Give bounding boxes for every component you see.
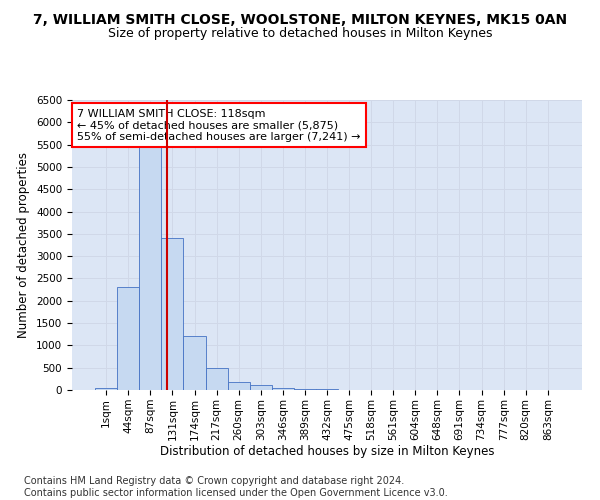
Text: 7, WILLIAM SMITH CLOSE, WOOLSTONE, MILTON KEYNES, MK15 0AN: 7, WILLIAM SMITH CLOSE, WOOLSTONE, MILTO… — [33, 12, 567, 26]
Text: 7 WILLIAM SMITH CLOSE: 118sqm
← 45% of detached houses are smaller (5,875)
55% o: 7 WILLIAM SMITH CLOSE: 118sqm ← 45% of d… — [77, 108, 361, 142]
Y-axis label: Number of detached properties: Number of detached properties — [17, 152, 31, 338]
Bar — [95, 388, 117, 390]
Bar — [316, 389, 338, 390]
Bar — [161, 238, 184, 390]
Bar — [206, 368, 227, 390]
Text: Contains HM Land Registry data © Crown copyright and database right 2024.
Contai: Contains HM Land Registry data © Crown c… — [24, 476, 448, 498]
Bar — [117, 288, 139, 390]
Bar — [139, 122, 161, 390]
Bar — [250, 386, 272, 390]
X-axis label: Distribution of detached houses by size in Milton Keynes: Distribution of detached houses by size … — [160, 446, 494, 458]
Bar — [184, 336, 206, 390]
Text: Size of property relative to detached houses in Milton Keynes: Size of property relative to detached ho… — [108, 28, 492, 40]
Bar — [227, 382, 250, 390]
Bar — [294, 388, 316, 390]
Bar — [272, 388, 294, 390]
